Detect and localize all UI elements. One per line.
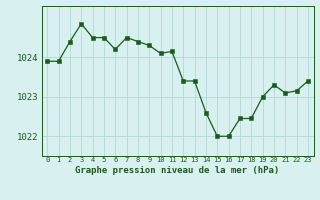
X-axis label: Graphe pression niveau de la mer (hPa): Graphe pression niveau de la mer (hPa) [76,166,280,175]
